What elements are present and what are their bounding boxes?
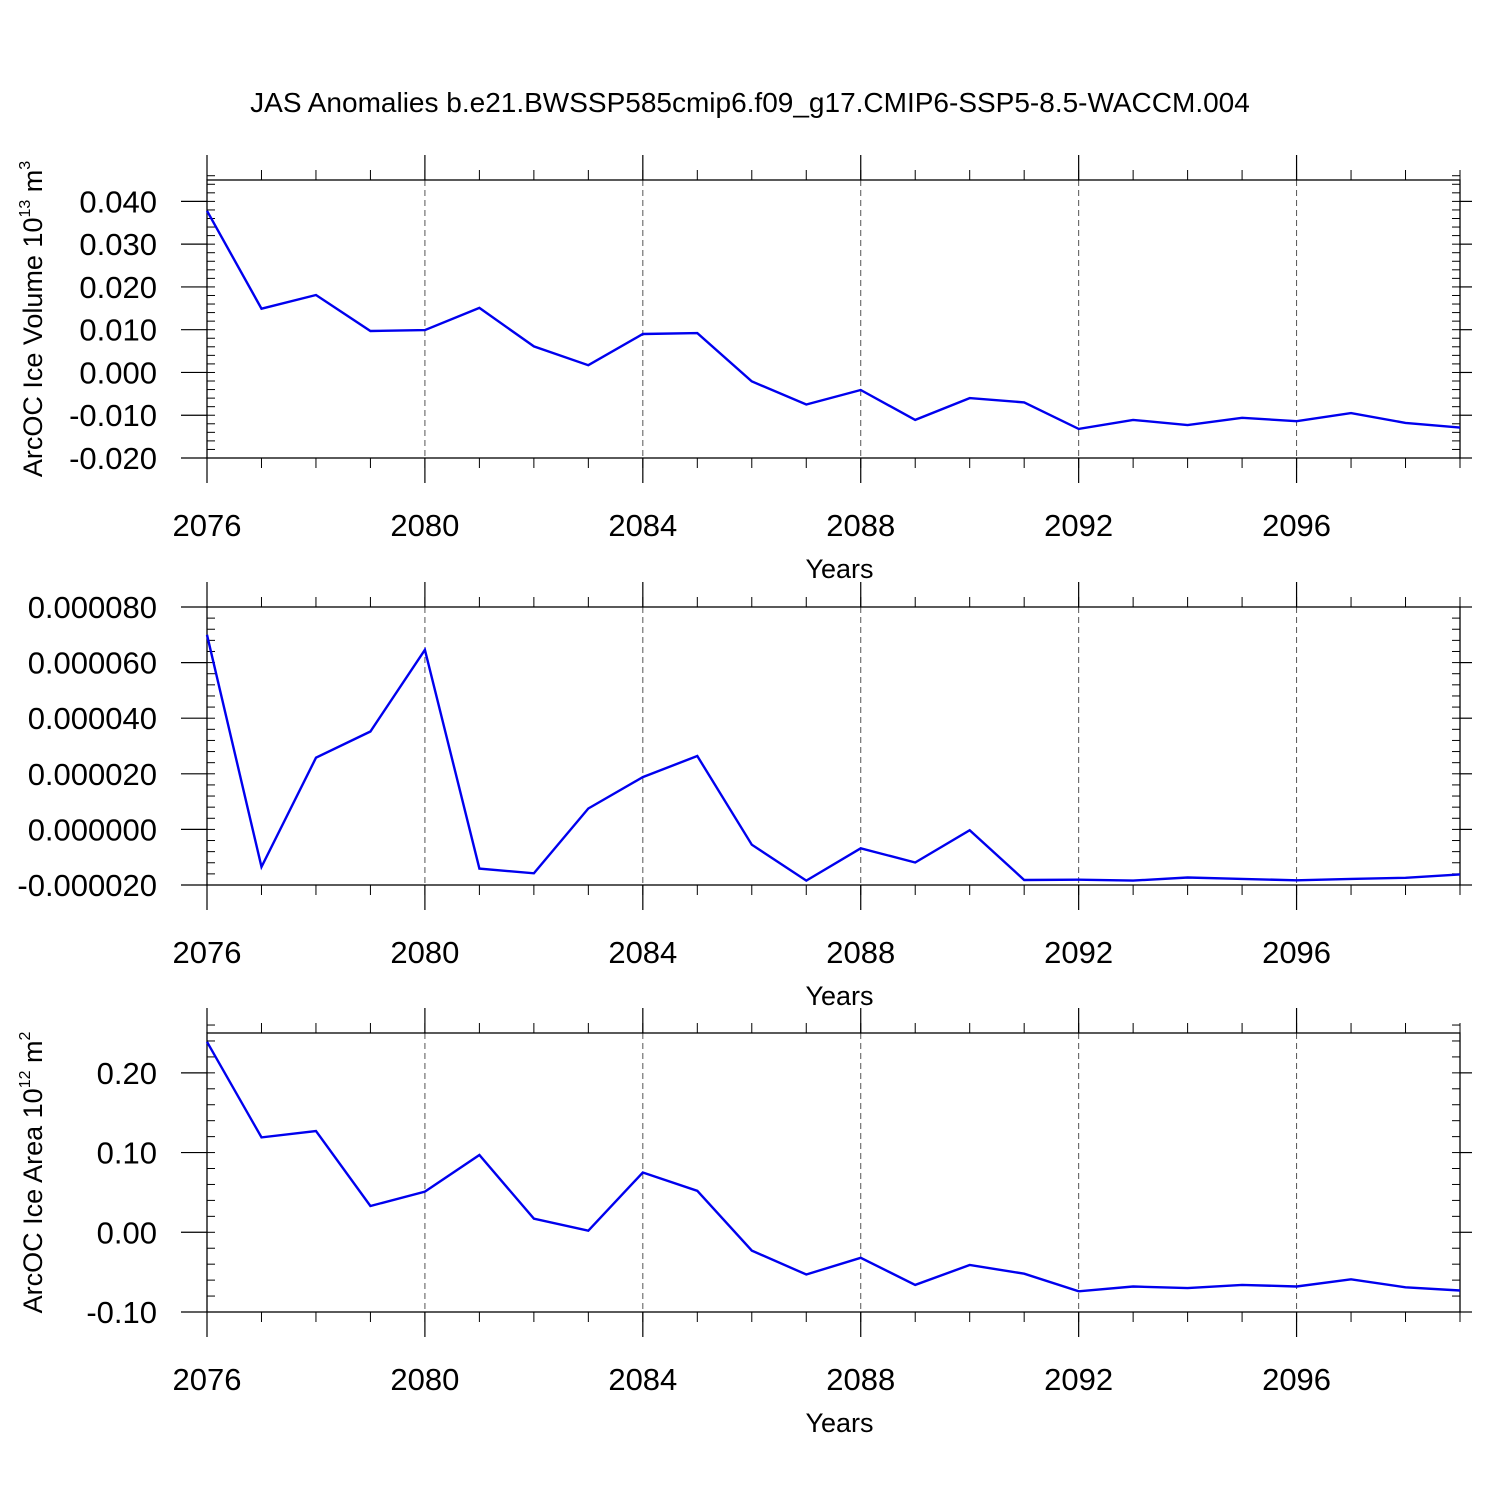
x-tick-label: 2088 (826, 935, 895, 970)
y-tick-label: 0.000020 (28, 757, 157, 792)
x-tick-label: 2092 (1044, 1362, 1113, 1397)
y-tick-label: -0.000020 (17, 868, 157, 903)
y-axis-label-text: ArcOC Ice Volume 10 (18, 218, 48, 478)
y-tick-label: 0.00 (97, 1215, 157, 1250)
plot-frame (206, 1032, 1461, 1313)
x-tick-label: 2084 (608, 508, 677, 543)
x-tick-label: 2084 (608, 935, 677, 970)
y-axis-label-unit: m (18, 1041, 48, 1071)
x-tick-label: 2092 (1044, 935, 1113, 970)
x-tick-label: 2080 (390, 935, 459, 970)
x-tick-label: 2076 (173, 508, 242, 543)
chart-panel-3: -0.10 0.00 0.10 0.20 2076 2080 2084 2088 2092 209… (17, 1008, 1472, 1438)
y-axis-label: ArcOC Ice Volume 1013 m3 (17, 161, 48, 477)
y-tick-label: 0.20 (97, 1056, 157, 1091)
y-tick-label: 0.000040 (28, 701, 157, 736)
x-tick-label: 2088 (826, 1362, 895, 1397)
y-tick-label: 0.000080 (28, 590, 157, 625)
x-tick-label: 2088 (826, 508, 895, 543)
x-tick-label: 2096 (1262, 1362, 1331, 1397)
y-tick-label: 0.000000 (28, 812, 157, 847)
y-tick-label: 0.10 (97, 1136, 157, 1171)
x-tick-label: 2080 (390, 508, 459, 543)
series-line (205, 210, 1461, 431)
chart-panels: -0.020 -0.010 0.000 0.010 0.020 0.030 0.040 207… (17, 155, 1472, 1438)
y-tick-label: 0.000060 (28, 646, 157, 681)
y-axis-label: ArcOC Ice Area 1012 m2 (17, 1032, 48, 1314)
x-tick-label: 2076 (173, 1362, 242, 1397)
y-axis-label-unit-exponent: 2 (17, 1032, 34, 1041)
figure-title: JAS Anomalies b.e21.BWSSP585cmip6.f09_g1… (250, 87, 1250, 118)
y-tick-label: 0.000 (79, 355, 157, 390)
series-line (205, 1041, 1461, 1293)
y-tick-label: -0.020 (69, 441, 157, 476)
chart-panel-1: -0.020 -0.010 0.000 0.010 0.020 0.030 0.040 207… (17, 155, 1472, 584)
x-tick-label: 2092 (1044, 508, 1113, 543)
x-tick-label: 2096 (1262, 508, 1331, 543)
y-axis-label-unit-exponent: 3 (17, 161, 34, 170)
y-tick-label: -0.010 (69, 398, 157, 433)
x-tick-label: 2096 (1262, 935, 1331, 970)
y-tick-label: 0.010 (79, 313, 157, 348)
x-axis-label: Years (805, 981, 873, 1011)
x-axis-label: Years (805, 1408, 873, 1438)
y-tick-label: 0.040 (79, 184, 157, 219)
y-axis-label-unit: m (18, 170, 48, 200)
x-axis-label: Years (805, 554, 873, 584)
x-tick-label: 2080 (390, 1362, 459, 1397)
y-axis-label-exponent: 13 (17, 200, 34, 218)
plot-frame (206, 179, 1461, 459)
plot-frame (206, 606, 1461, 886)
x-tick-label: 2076 (173, 935, 242, 970)
y-tick-label: 0.030 (79, 227, 157, 262)
series-line (205, 634, 1461, 883)
y-axis-label-exponent: 12 (17, 1070, 34, 1088)
y-axis-label-text: ArcOC Ice Area 10 (18, 1088, 48, 1313)
x-tick-label: 2084 (608, 1362, 677, 1397)
y-tick-label: 0.020 (79, 270, 157, 305)
y-tick-label: -0.10 (86, 1295, 157, 1330)
chart-panel-2: -0.000020 0.000000 0.000020 0.000040 0.00006… (17, 582, 1472, 1011)
